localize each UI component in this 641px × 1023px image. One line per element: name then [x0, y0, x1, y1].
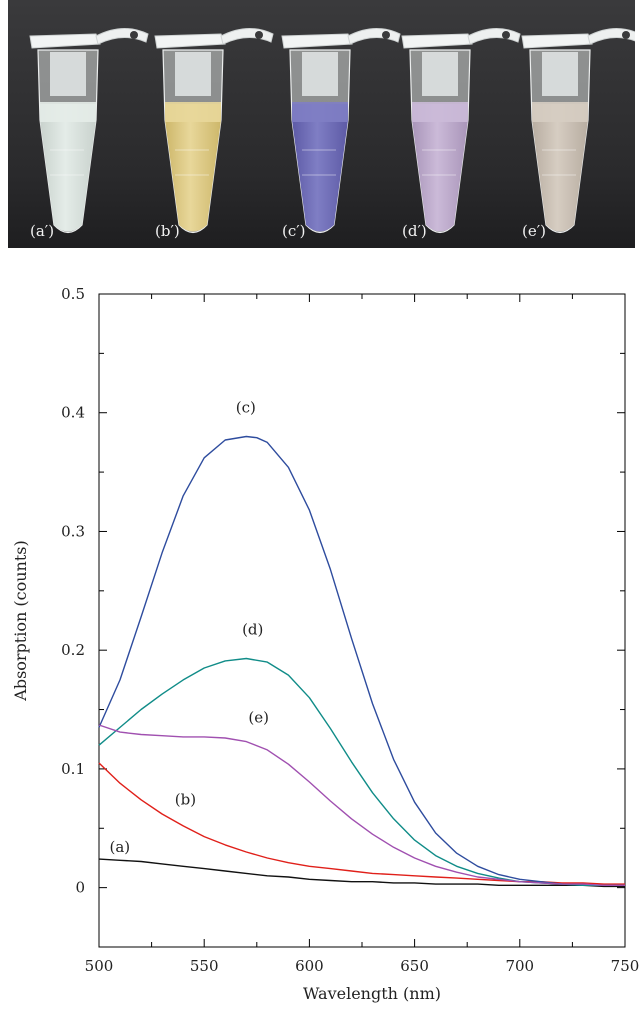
- series-annotation: (d): [242, 621, 263, 639]
- y-tick-label: 0: [75, 879, 85, 897]
- x-tick-label: 650: [400, 957, 429, 975]
- tubes-photo-svg: (a′) (b′) (c′) (d′) (e′): [8, 0, 641, 248]
- tube-cap-hole: [502, 31, 510, 39]
- tube-liquid: [40, 104, 96, 232]
- y-tick-label: 0.4: [61, 404, 85, 422]
- tube-cap: [401, 33, 473, 49]
- series-annotation: (a): [110, 838, 131, 856]
- tube-d: (d′): [401, 28, 521, 240]
- tube-meniscus: [412, 102, 468, 122]
- x-tick-label: 750: [611, 957, 640, 975]
- tube-liquid: [532, 104, 588, 232]
- tube-cap-hole: [130, 31, 138, 39]
- tubes-photo: (a′) (b′) (c′) (d′) (e′): [8, 0, 641, 248]
- y-tick-label: 0.2: [61, 641, 85, 659]
- tube-meniscus: [292, 102, 348, 122]
- tube-meniscus: [40, 102, 96, 122]
- y-tick-label: 0.5: [61, 285, 85, 303]
- tube-neck: [422, 52, 458, 96]
- series-annotation: (e): [248, 709, 269, 727]
- tube-a: (a′): [29, 28, 149, 240]
- plot-frame: [98, 293, 626, 948]
- series-annotation: (c): [236, 399, 256, 417]
- x-tick-label: 600: [295, 957, 324, 975]
- absorption-chart: 500 550 600 650 700 750 0 0.1 0.2 0.3 0.4 0.5 Wavele…: [0, 248, 641, 1019]
- tube-cap-hole: [622, 31, 630, 39]
- series-line-d: [98, 657, 625, 886]
- series-line-c: [98, 435, 625, 886]
- series-annotation: (b): [175, 791, 196, 809]
- tube-label: (d′): [402, 222, 427, 240]
- tube-neck: [50, 52, 86, 96]
- x-tick-label: 700: [505, 957, 534, 975]
- tube-label: (a′): [30, 222, 54, 240]
- tube-c: (c′): [281, 28, 401, 240]
- tube-label: (b′): [155, 222, 180, 240]
- tube-label: (c′): [282, 222, 306, 240]
- tube-meniscus: [165, 102, 221, 122]
- x-tick-label: 500: [85, 957, 114, 975]
- tube-neck: [175, 52, 211, 96]
- tube-cap: [29, 33, 101, 49]
- tube-liquid: [165, 104, 221, 232]
- tube-e: (e′): [521, 28, 641, 240]
- tube-liquid: [292, 104, 348, 232]
- tube-cap: [154, 33, 226, 49]
- y-tick-label: 0.1: [61, 760, 85, 778]
- tube-cap-hole: [255, 31, 263, 39]
- tube-neck: [542, 52, 578, 96]
- tube-b: (b′): [154, 28, 274, 240]
- tube-meniscus: [532, 102, 588, 122]
- tube-cap: [281, 33, 353, 49]
- x-tick-label: 550: [190, 957, 219, 975]
- tube-cap-hole: [382, 31, 390, 39]
- y-axis-label: Absorption (counts): [11, 540, 30, 701]
- series-line-e: [98, 724, 625, 886]
- absorption-chart-svg: 500 550 600 650 700 750 0 0.1 0.2 0.3 0.4 0.5 Wavele…: [11, 285, 640, 1003]
- x-axis-label: Wavelength (nm): [303, 984, 441, 1003]
- tube-label: (e′): [522, 222, 546, 240]
- series-line-a: [98, 858, 625, 888]
- tube-cap: [521, 33, 593, 49]
- tube-neck: [302, 52, 338, 96]
- y-tick-label: 0.3: [61, 522, 85, 540]
- tube-liquid: [412, 104, 468, 232]
